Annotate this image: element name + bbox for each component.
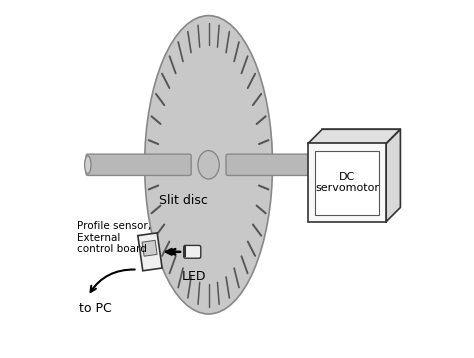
Bar <box>308 144 386 222</box>
FancyBboxPatch shape <box>226 154 317 175</box>
Bar <box>142 240 157 256</box>
Polygon shape <box>386 129 401 222</box>
Ellipse shape <box>85 156 91 174</box>
Text: Slit disc: Slit disc <box>159 194 208 207</box>
Text: LED: LED <box>182 270 207 283</box>
Bar <box>315 151 379 214</box>
Ellipse shape <box>145 16 273 314</box>
Text: DC
servomotor: DC servomotor <box>315 172 379 193</box>
Text: Profile sensor,
External
control board: Profile sensor, External control board <box>77 221 151 254</box>
Ellipse shape <box>198 151 219 179</box>
Ellipse shape <box>312 156 319 174</box>
Polygon shape <box>308 129 401 144</box>
FancyBboxPatch shape <box>86 154 191 175</box>
Bar <box>138 233 162 271</box>
FancyBboxPatch shape <box>184 246 201 258</box>
Text: to PC: to PC <box>79 302 112 315</box>
Bar <box>322 129 401 207</box>
